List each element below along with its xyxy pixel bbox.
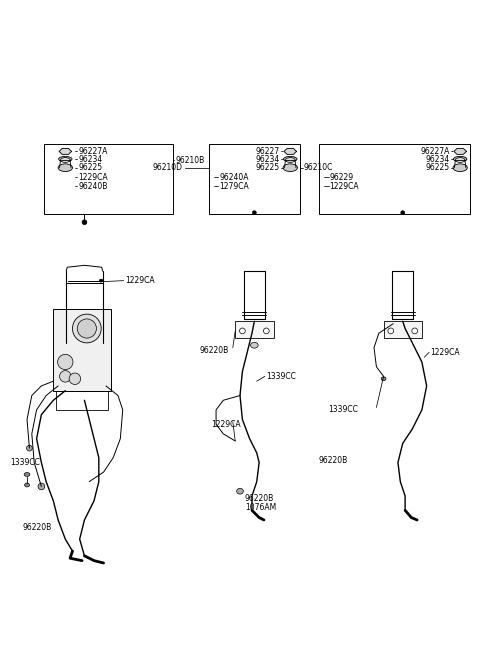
Bar <box>44 145 173 214</box>
Ellipse shape <box>457 150 463 153</box>
Ellipse shape <box>24 483 29 487</box>
Text: 96220B: 96220B <box>199 346 228 355</box>
Text: 96234: 96234 <box>425 154 450 164</box>
Text: 1076AM: 1076AM <box>245 503 276 512</box>
Ellipse shape <box>69 373 81 384</box>
Text: 1229CA: 1229CA <box>125 276 155 285</box>
Ellipse shape <box>457 158 463 160</box>
Text: 96210C: 96210C <box>304 163 333 172</box>
Ellipse shape <box>288 150 293 153</box>
Text: 96225: 96225 <box>78 163 102 172</box>
Bar <box>384 321 422 338</box>
Ellipse shape <box>456 158 465 162</box>
Ellipse shape <box>283 164 298 171</box>
Text: 1279CA: 1279CA <box>219 182 249 191</box>
Ellipse shape <box>38 483 45 489</box>
Ellipse shape <box>99 279 103 282</box>
Ellipse shape <box>401 211 405 215</box>
Ellipse shape <box>82 220 87 225</box>
Ellipse shape <box>237 488 243 494</box>
Ellipse shape <box>59 156 72 162</box>
Bar <box>53 309 111 391</box>
Polygon shape <box>284 148 297 154</box>
Ellipse shape <box>252 211 256 215</box>
Ellipse shape <box>58 164 72 171</box>
Ellipse shape <box>62 150 68 153</box>
Ellipse shape <box>412 328 418 334</box>
Ellipse shape <box>58 354 73 370</box>
Ellipse shape <box>251 342 258 348</box>
Bar <box>319 145 470 214</box>
Text: 1339CC: 1339CC <box>10 458 40 467</box>
Text: 96210D: 96210D <box>153 163 182 172</box>
Text: 96220B: 96220B <box>245 494 274 503</box>
Ellipse shape <box>288 158 293 160</box>
Ellipse shape <box>60 158 70 162</box>
Text: 1229CA: 1229CA <box>78 173 108 182</box>
Ellipse shape <box>72 314 101 343</box>
Text: 96227: 96227 <box>255 147 280 156</box>
Ellipse shape <box>453 164 468 171</box>
Text: 96227A: 96227A <box>78 147 108 156</box>
Text: 96229: 96229 <box>329 173 354 182</box>
Ellipse shape <box>264 328 269 334</box>
Text: 96210B: 96210B <box>175 156 204 164</box>
Polygon shape <box>454 148 467 154</box>
Ellipse shape <box>454 156 467 162</box>
Ellipse shape <box>240 328 245 334</box>
Text: 96225: 96225 <box>425 163 450 172</box>
Text: 1339CC: 1339CC <box>328 405 359 415</box>
Text: 96220B: 96220B <box>319 455 348 464</box>
Text: 96225: 96225 <box>255 163 280 172</box>
Text: 1229CA: 1229CA <box>431 348 460 357</box>
Ellipse shape <box>388 328 394 334</box>
Ellipse shape <box>62 158 68 160</box>
Ellipse shape <box>77 319 96 338</box>
Ellipse shape <box>381 377 386 380</box>
Text: 1229CA: 1229CA <box>211 420 241 429</box>
Ellipse shape <box>284 156 297 162</box>
Bar <box>209 145 300 214</box>
Text: 96234: 96234 <box>255 154 280 164</box>
Text: 96240A: 96240A <box>219 173 249 182</box>
Text: 96240B: 96240B <box>78 182 108 191</box>
Text: 96234: 96234 <box>78 154 102 164</box>
Ellipse shape <box>26 445 32 451</box>
Text: 1339CC: 1339CC <box>266 372 296 381</box>
Ellipse shape <box>286 158 295 162</box>
Ellipse shape <box>24 472 30 476</box>
Bar <box>56 391 108 410</box>
Polygon shape <box>59 148 72 154</box>
Ellipse shape <box>60 371 71 382</box>
Bar <box>235 321 274 338</box>
Text: 96227A: 96227A <box>420 147 450 156</box>
Text: 96220B: 96220B <box>22 522 51 532</box>
Text: 1229CA: 1229CA <box>329 182 359 191</box>
